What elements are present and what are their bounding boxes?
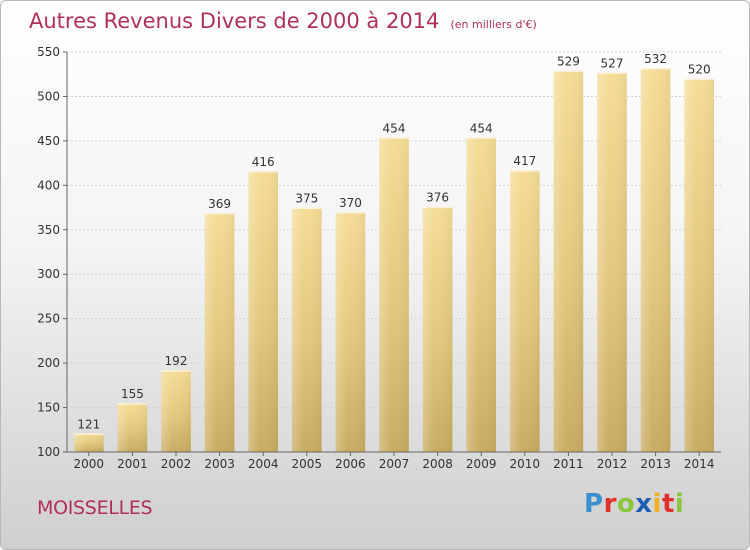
bar-top-highlight	[684, 78, 715, 81]
bar-shade	[597, 72, 627, 452]
data-label: 417	[513, 154, 536, 168]
bar-top-highlight	[161, 370, 191, 372]
proxiti-logo[interactable]: Proxiti	[584, 489, 684, 519]
logo-letter: o	[616, 489, 636, 519]
y-tick-label: 350	[37, 223, 60, 237]
logo-letter: t	[661, 489, 675, 519]
data-label: 532	[644, 52, 667, 66]
bar-shade	[73, 433, 104, 452]
data-label: 121	[77, 417, 100, 431]
data-label: 527	[601, 56, 624, 70]
bar-shade	[422, 206, 453, 452]
x-tick-label: 2004	[248, 457, 279, 471]
bar-top-highlight	[422, 206, 453, 209]
data-label: 192	[165, 354, 188, 368]
y-tick-label: 550	[37, 45, 60, 59]
x-tick-label: 2012	[597, 457, 628, 471]
y-tick-label: 450	[37, 134, 60, 148]
bar-top-highlight	[248, 171, 279, 173]
data-label: 376	[426, 191, 449, 205]
y-tick-label: 150	[37, 401, 60, 415]
bar-top-highlight	[73, 433, 104, 435]
chart-title-main: Autres Revenus Divers de 2000 à 2014	[29, 9, 440, 33]
x-tick-label: 2007	[379, 457, 410, 471]
bar-shade	[640, 68, 671, 452]
x-tick-label: 2009	[466, 457, 497, 471]
bar-top-highlight	[117, 403, 148, 405]
bar-shade	[466, 137, 497, 453]
data-label: 370	[339, 196, 362, 210]
bar-shade	[684, 78, 715, 453]
y-tick-label: 400	[37, 178, 60, 192]
bar-top-highlight	[204, 212, 235, 215]
bar-shade	[509, 170, 540, 452]
y-tick-label: 300	[37, 267, 60, 281]
y-tick-label: 100	[37, 445, 60, 459]
x-tick-label: 2003	[204, 457, 235, 471]
data-label: 454	[383, 121, 406, 135]
bar-top-highlight	[466, 137, 497, 139]
x-tick-label: 2001	[117, 457, 148, 471]
bar-shade	[553, 70, 584, 453]
bar-shade	[379, 137, 409, 453]
x-tick-label: 2005	[292, 457, 323, 471]
data-label: 520	[688, 63, 711, 77]
bar-top-highlight	[640, 68, 671, 70]
logo-letter: P	[584, 489, 604, 519]
logo-letter: r	[603, 489, 617, 519]
logo-letter: x	[635, 489, 653, 519]
bar-shade	[117, 403, 148, 452]
bar-top-highlight	[291, 207, 322, 210]
bar-shade	[204, 212, 235, 452]
bar-shade	[335, 212, 366, 452]
x-tick-label: 2008	[422, 457, 453, 471]
x-tick-label: 2010	[510, 457, 541, 471]
bar-shade	[291, 207, 322, 452]
bar-top-highlight	[509, 170, 540, 172]
y-tick-label: 500	[37, 89, 60, 103]
chart-unit-note: (en milliers d'€)	[450, 18, 537, 31]
bar-top-highlight	[379, 137, 409, 139]
data-label: 416	[252, 155, 275, 169]
y-tick-label: 200	[37, 356, 60, 370]
bar-top-highlight	[335, 212, 366, 214]
data-label: 375	[295, 192, 318, 206]
x-tick-label: 2006	[335, 457, 366, 471]
data-label: 529	[557, 55, 580, 69]
location-label: MOISSELLES	[37, 497, 153, 519]
x-tick-label: 2014	[684, 457, 715, 471]
bar-shade	[248, 171, 279, 452]
bar-shade	[161, 370, 191, 452]
bar-top-highlight	[597, 72, 627, 74]
chart-title: Autres Revenus Divers de 2000 à 2014 (en…	[29, 9, 537, 33]
logo-letter: i	[652, 489, 662, 519]
bar-top-highlight	[553, 70, 584, 73]
x-tick-label: 2013	[640, 457, 671, 471]
x-tick-label: 2011	[553, 457, 584, 471]
data-label: 369	[208, 197, 231, 211]
y-tick-label: 250	[37, 312, 60, 326]
data-label: 155	[121, 387, 144, 401]
data-label: 454	[470, 121, 493, 135]
x-tick-label: 2000	[74, 457, 105, 471]
x-tick-label: 2002	[161, 457, 192, 471]
logo-letter: i	[674, 489, 685, 519]
